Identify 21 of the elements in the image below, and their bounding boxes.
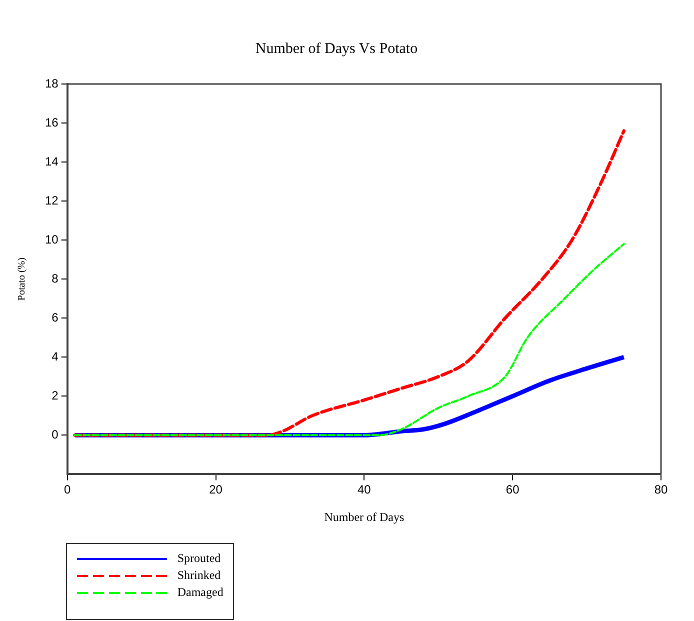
y-tick-label: 6 (52, 310, 59, 324)
legend-label: Sprouted (177, 550, 221, 567)
y-tick-label: 14 (44, 154, 59, 168)
x-tick-label: 60 (506, 482, 520, 497)
y-tick-label: 18 (44, 76, 59, 90)
legend-label: Damaged (177, 584, 224, 601)
y-tick-label: 8 (52, 271, 59, 286)
x-axis-title: Number of Days (324, 510, 404, 524)
y-tick-label: 4 (52, 349, 59, 364)
y-axis-title: Potato (%) (16, 258, 28, 301)
y-tick-label: 10 (44, 232, 59, 246)
chart-title: Number of Days Vs Potato (255, 40, 418, 57)
legend-label: Shrinked (177, 567, 221, 584)
y-tick-label: 12 (44, 193, 59, 208)
y-tick-label: 16 (44, 115, 59, 130)
x-tick-label: 80 (654, 482, 668, 497)
x-tick-label: 0 (64, 482, 72, 497)
y-tick-label: 2 (52, 388, 59, 402)
y-tick-label: 0 (52, 427, 59, 442)
x-tick-label: 40 (357, 482, 372, 497)
x-tick-label: 20 (209, 482, 223, 497)
